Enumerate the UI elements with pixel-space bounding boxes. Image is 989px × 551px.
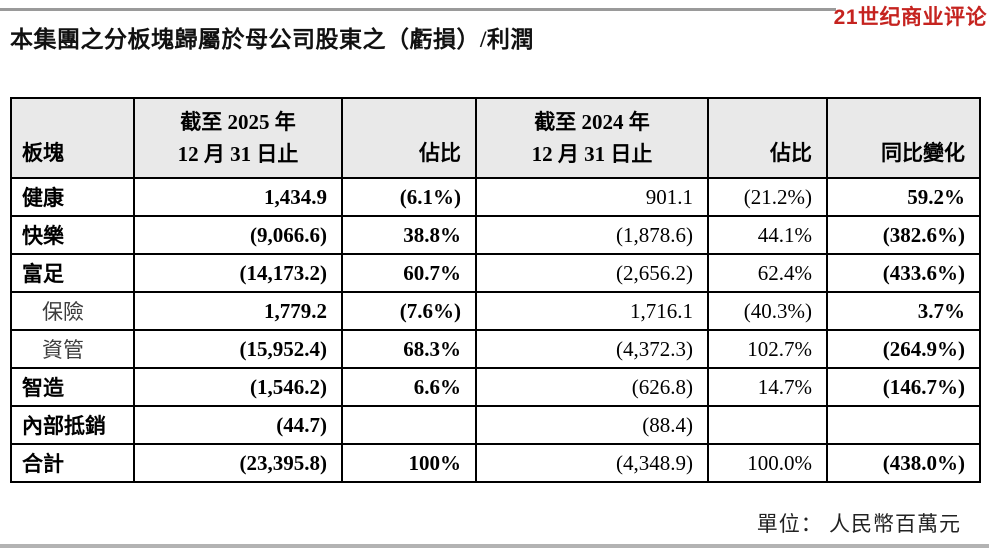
cell-2024-value: 901.1 <box>475 177 709 217</box>
cell-segment: 資管 <box>10 329 135 369</box>
cell-yoy-change: (264.9%) <box>826 329 981 369</box>
cell-2024-share <box>707 405 828 445</box>
cell-yoy-change <box>826 405 981 445</box>
cell-2024-share: (40.3%) <box>707 291 828 331</box>
cell-2024-value: (1,878.6) <box>475 215 709 255</box>
cell-2024-share: 102.7% <box>707 329 828 369</box>
table-row-internal-elimination: 內部抵銷 (44.7) (88.4) <box>10 405 981 445</box>
period-2024-line2: 12 月 31 日止 <box>531 142 653 166</box>
col-header-period-2025: 截至 2025 年 12 月 31 日止 <box>133 97 343 179</box>
cell-2025-value: (15,952.4) <box>133 329 343 369</box>
cell-2025-value: (9,066.6) <box>133 215 343 255</box>
cell-2024-value: (626.8) <box>475 367 709 407</box>
table-row-happiness: 快樂 (9,066.6) 38.8% (1,878.6) 44.1% (382.… <box>10 215 981 255</box>
top-divider-rule <box>0 8 836 11</box>
col-header-share-2024: 佔比 <box>707 97 828 179</box>
table-row-insurance: 保險 1,779.2 (7.6%) 1,716.1 (40.3%) 3.7% <box>10 291 981 331</box>
cell-2025-value: (44.7) <box>133 405 343 445</box>
cell-2024-share: 62.4% <box>707 253 828 293</box>
cell-2025-value: 1,779.2 <box>133 291 343 331</box>
period-2025-line1: 截至 2025 年 <box>180 110 296 134</box>
cell-2024-value: (4,372.3) <box>475 329 709 369</box>
page-title: 本集團之分板塊歸屬於母公司股東之（虧損）/利潤 <box>10 27 534 52</box>
cell-2025-value: (23,395.8) <box>133 443 343 483</box>
period-2024-line1: 截至 2024 年 <box>534 110 650 134</box>
col-header-period-2024: 截至 2024 年 12 月 31 日止 <box>475 97 709 179</box>
cell-2024-share: 100.0% <box>707 443 828 483</box>
cell-segment: 富足 <box>10 253 135 293</box>
cell-2025-share: 38.8% <box>341 215 477 255</box>
table-row-asset-management: 資管 (15,952.4) 68.3% (4,372.3) 102.7% (26… <box>10 329 981 369</box>
cell-yoy-change: (438.0%) <box>826 443 981 483</box>
cell-segment: 保險 <box>10 291 135 331</box>
period-2025-line2: 12 月 31 日止 <box>177 142 299 166</box>
table-row-total: 合計 (23,395.8) 100% (4,348.9) 100.0% (438… <box>10 443 981 483</box>
cell-2025-share: 6.6% <box>341 367 477 407</box>
cell-2024-share: 44.1% <box>707 215 828 255</box>
col-header-segment: 板塊 <box>10 97 135 179</box>
table-row-intelligent-manufacturing: 智造 (1,546.2) 6.6% (626.8) 14.7% (146.7%) <box>10 367 981 407</box>
cell-2024-value: (88.4) <box>475 405 709 445</box>
cell-2025-value: 1,434.9 <box>133 177 343 217</box>
cell-2025-value: (1,546.2) <box>133 367 343 407</box>
cell-2025-share: 60.7% <box>341 253 477 293</box>
cell-yoy-change: 3.7% <box>826 291 981 331</box>
cell-2025-share: (7.6%) <box>341 291 477 331</box>
cell-segment: 健康 <box>10 177 135 217</box>
bottom-divider-rule <box>0 544 989 548</box>
cell-segment: 智造 <box>10 367 135 407</box>
cell-yoy-change: (382.6%) <box>826 215 981 255</box>
col-header-yoy-change: 同比變化 <box>826 97 981 179</box>
unit-note: 單位： 人民幣百萬元 <box>756 512 961 536</box>
cell-2024-share: 14.7% <box>707 367 828 407</box>
col-header-share-2025: 佔比 <box>341 97 477 179</box>
cell-segment: 內部抵銷 <box>10 405 135 445</box>
brand-logo: 21世纪商业评论 <box>833 6 987 29</box>
cell-2025-share: 100% <box>341 443 477 483</box>
cell-segment: 合計 <box>10 443 135 483</box>
cell-2025-value: (14,173.2) <box>133 253 343 293</box>
cell-yoy-change: (146.7%) <box>826 367 981 407</box>
cell-segment: 快樂 <box>10 215 135 255</box>
cell-2025-share: (6.1%) <box>341 177 477 217</box>
cell-yoy-change: (433.6%) <box>826 253 981 293</box>
table-row-prosperity: 富足 (14,173.2) 60.7% (2,656.2) 62.4% (433… <box>10 253 981 293</box>
cell-2024-value: (2,656.2) <box>475 253 709 293</box>
segment-profit-table: 板塊 截至 2025 年 12 月 31 日止 佔比 截至 2024 年 12 … <box>10 97 981 483</box>
cell-2024-value: 1,716.1 <box>475 291 709 331</box>
table-row-health: 健康 1,434.9 (6.1%) 901.1 (21.2%) 59.2% <box>10 177 981 217</box>
cell-2025-share: 68.3% <box>341 329 477 369</box>
cell-2025-share <box>341 405 477 445</box>
cell-2024-value: (4,348.9) <box>475 443 709 483</box>
table-header-row: 板塊 截至 2025 年 12 月 31 日止 佔比 截至 2024 年 12 … <box>10 97 981 179</box>
cell-2024-share: (21.2%) <box>707 177 828 217</box>
cell-yoy-change: 59.2% <box>826 177 981 217</box>
